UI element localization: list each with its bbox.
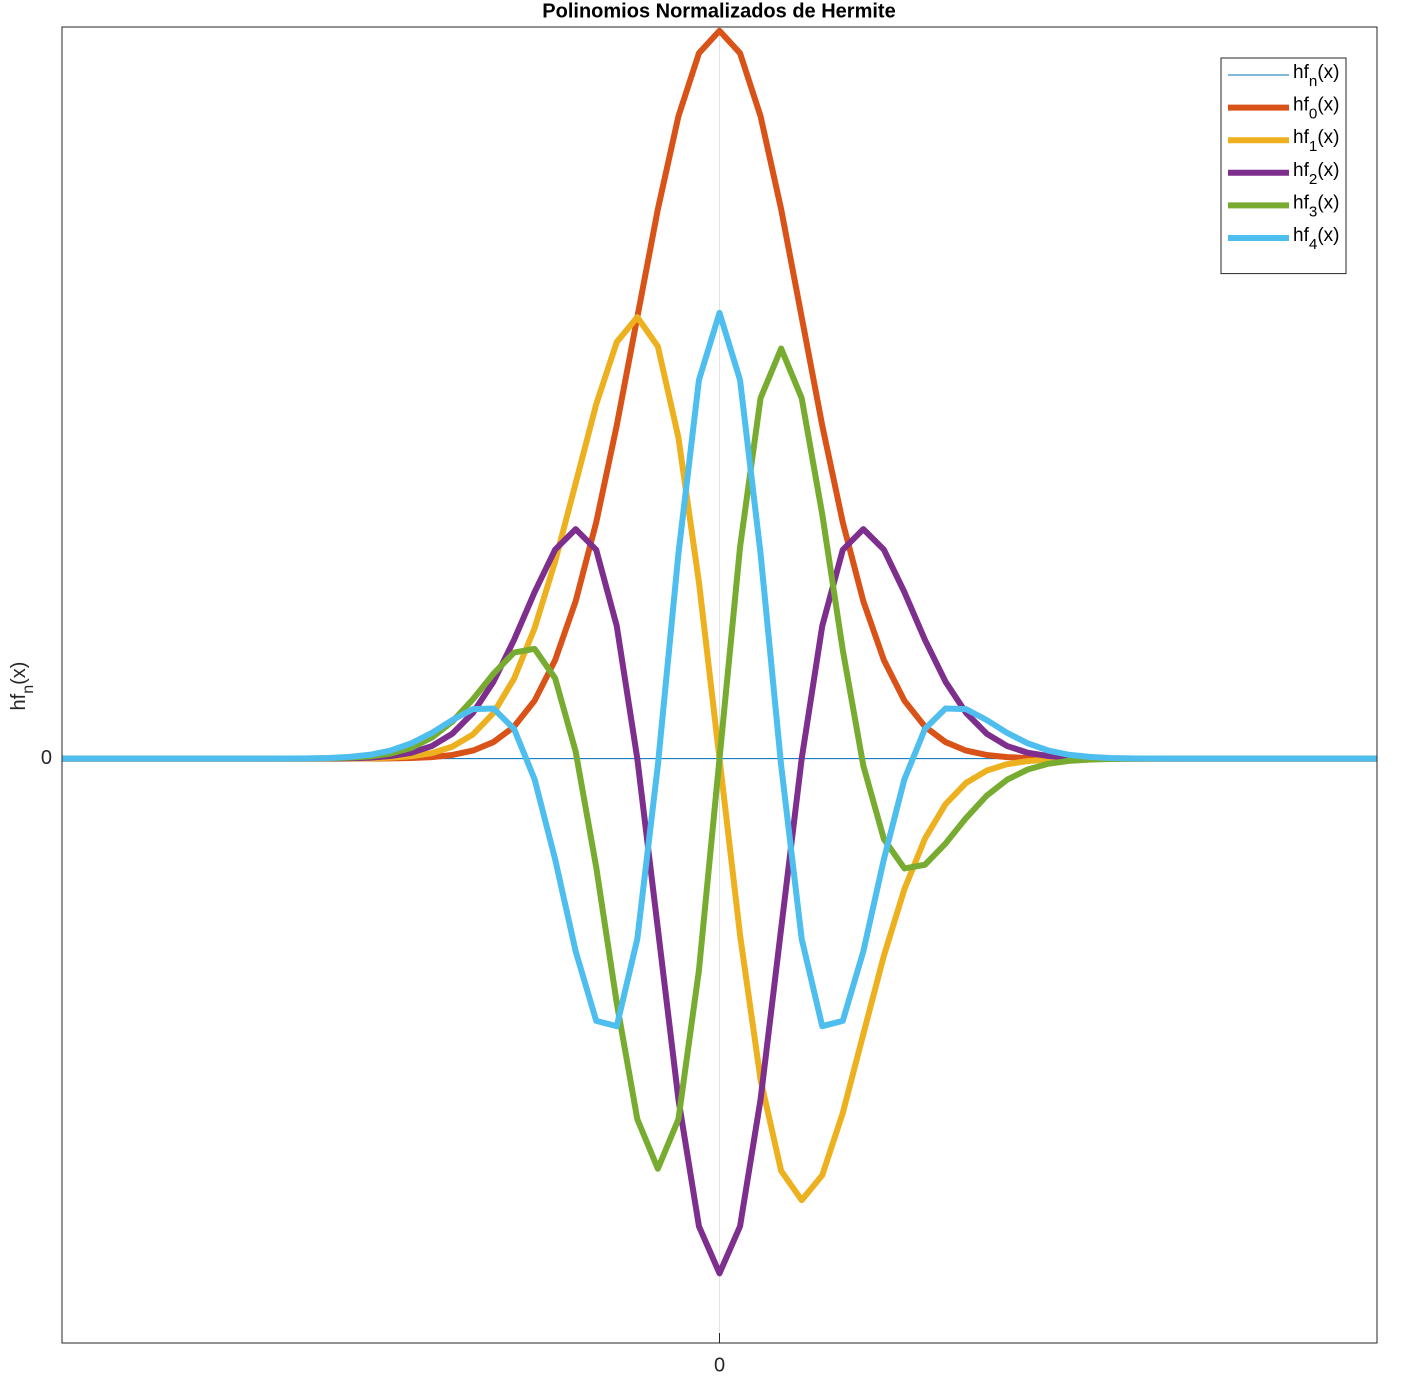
- legend-label: hf0(x): [1293, 95, 1339, 123]
- legend-label: hf1(x): [1293, 127, 1339, 155]
- legend-label: hf4(x): [1293, 225, 1339, 253]
- legend-label: hf3(x): [1293, 192, 1339, 220]
- y-axis-label: hfn(x): [8, 662, 36, 711]
- chart-title: Polinomios Normalizados de Hermite: [542, 0, 895, 22]
- legend-label: hf2(x): [1293, 160, 1339, 188]
- series-line: [62, 309, 1377, 1030]
- x-tick-label: 0: [714, 1354, 725, 1376]
- legend: hfn(x) hf0(x) hf1(x) hf2(x) hf3(x) hf4(x): [1220, 57, 1347, 275]
- legend-label: hfn(x): [1293, 62, 1339, 90]
- line-layer: [62, 27, 1377, 1277]
- y-tick-label: 0: [41, 747, 52, 769]
- plot-frame: [61, 26, 1378, 1344]
